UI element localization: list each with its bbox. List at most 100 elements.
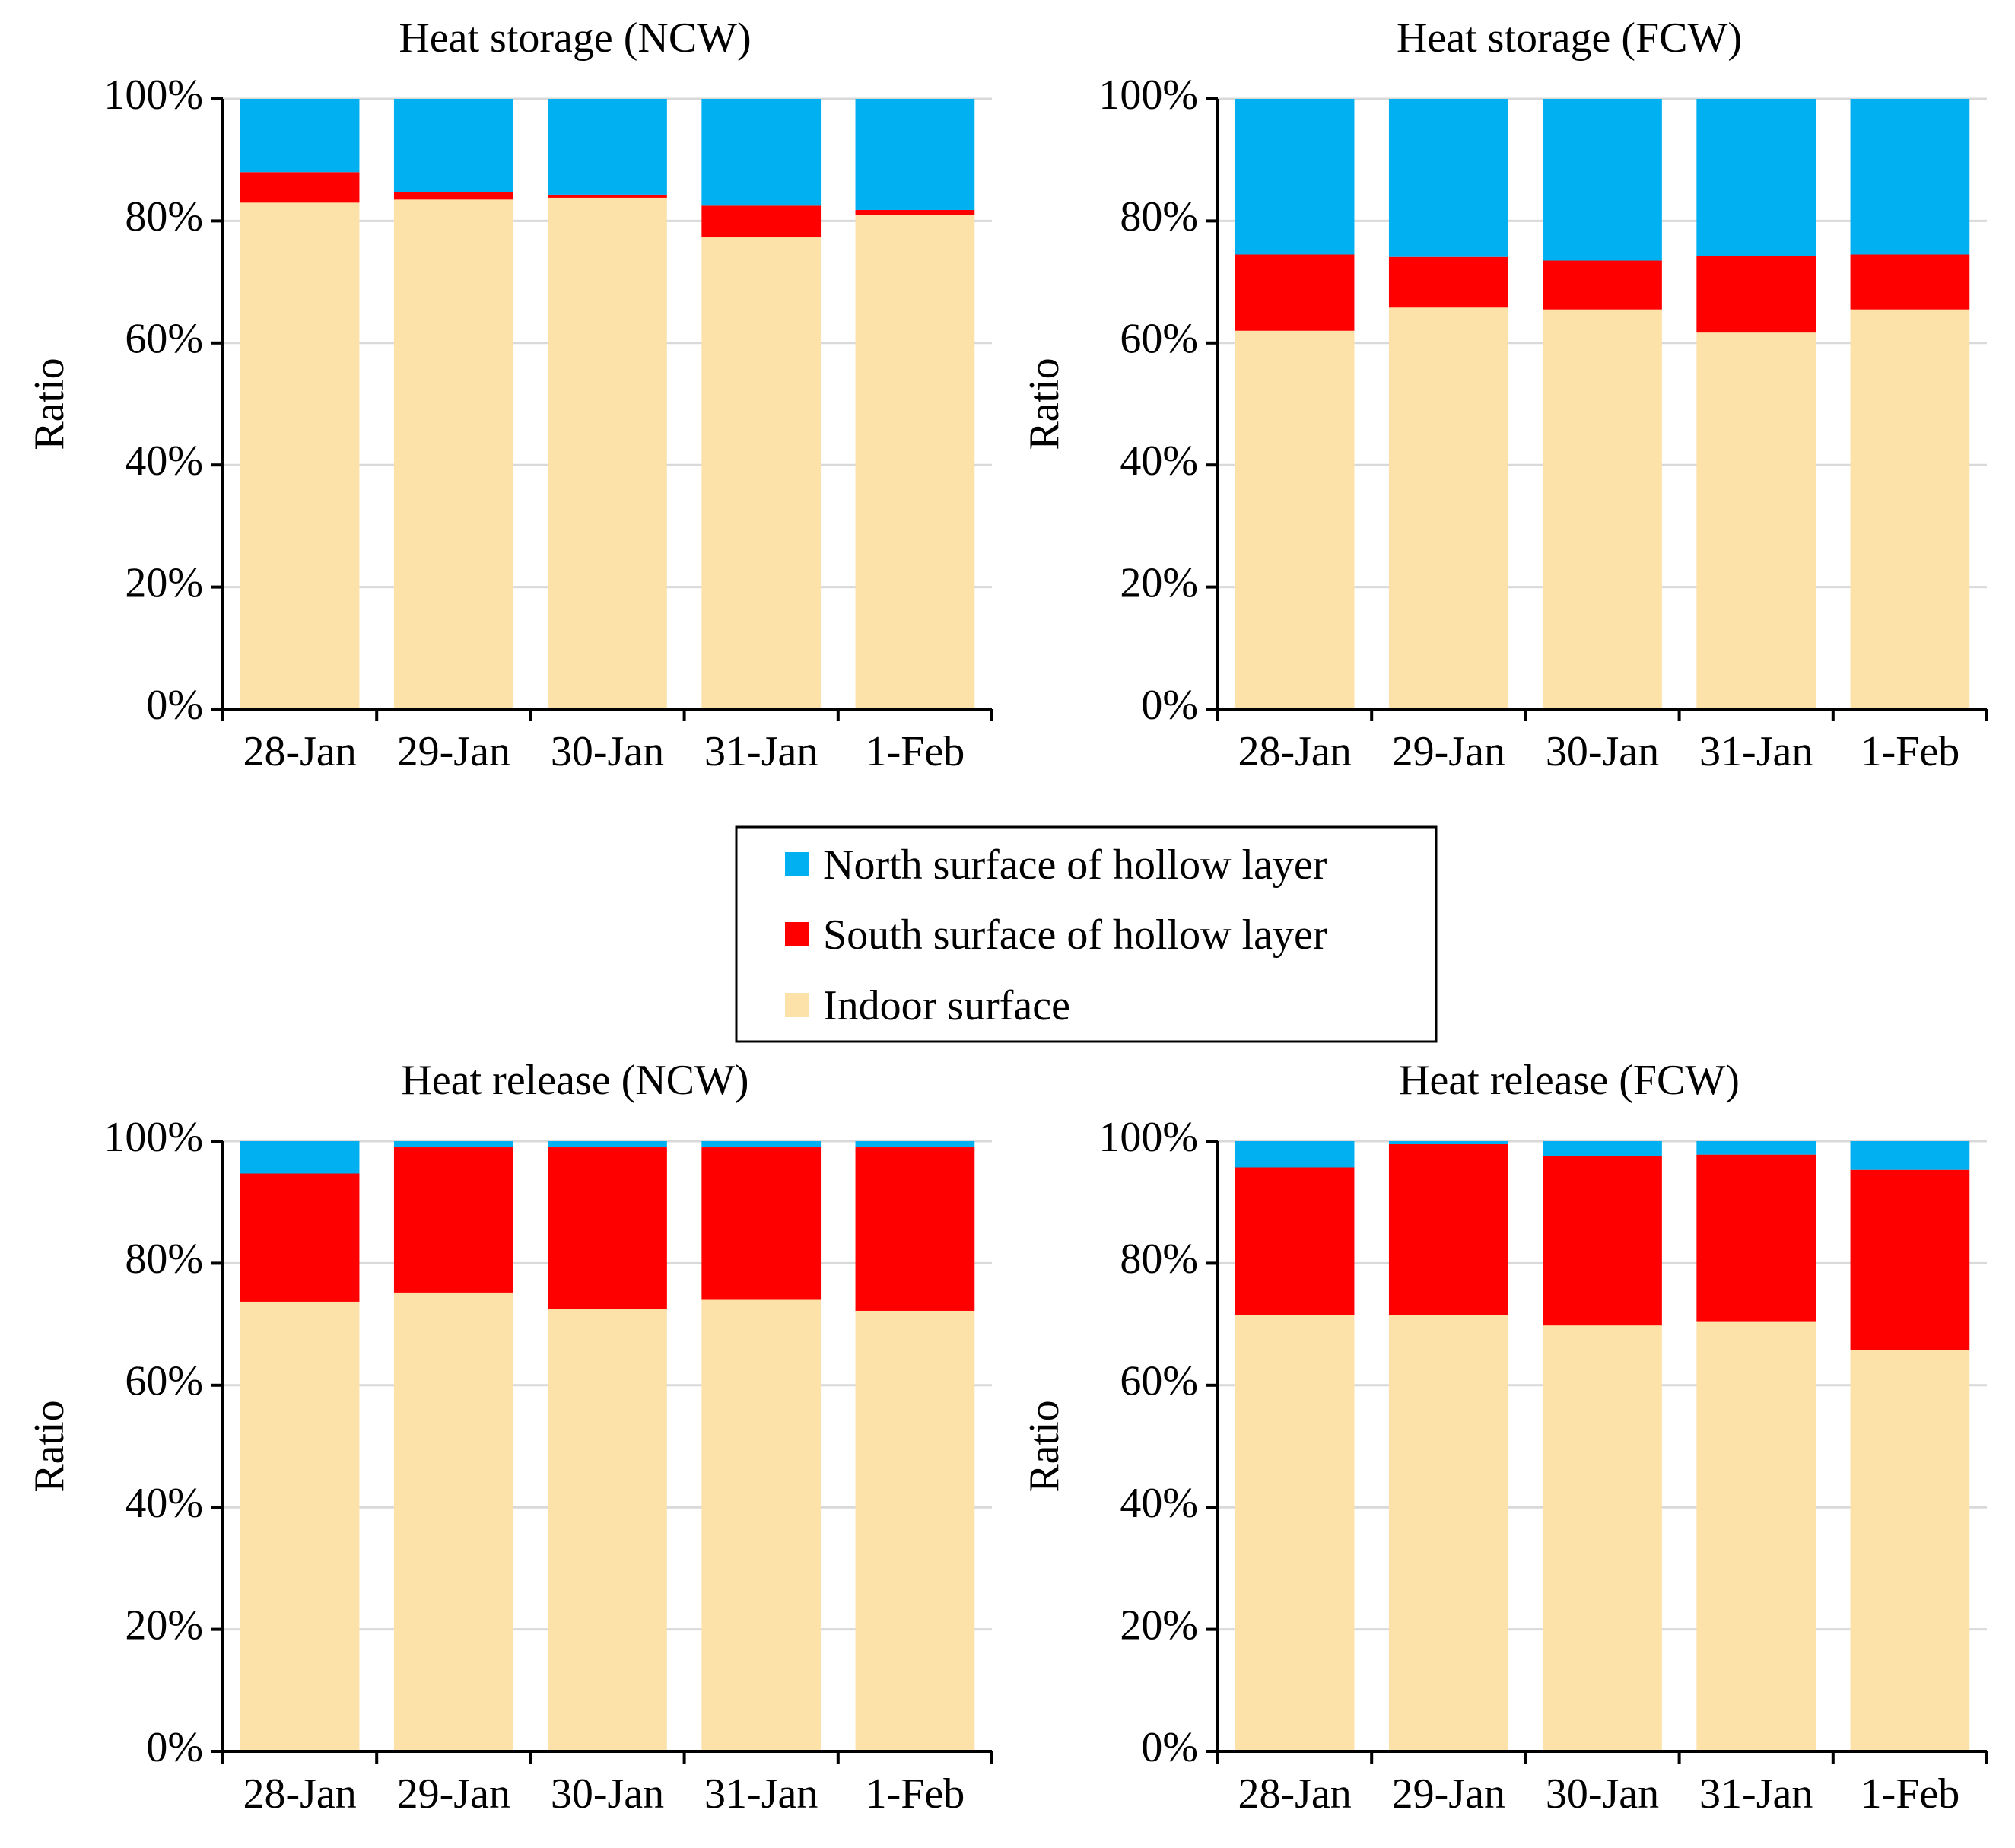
- y-tick-label: 100%: [103, 1114, 203, 1161]
- y-tick-label: 100%: [103, 72, 203, 119]
- bar-indoor: [1388, 1315, 1508, 1751]
- axes: [1206, 97, 1988, 721]
- x-tick-label: 31-Jan: [704, 728, 818, 775]
- chart-title: Heat release (FCW): [1399, 1057, 1740, 1104]
- x-tick-label: 28-Jan: [1238, 1770, 1351, 1818]
- x-tick-label: 28-Jan: [1238, 728, 1351, 775]
- bar-south: [1235, 1167, 1355, 1315]
- x-tick-label: 1-Feb: [866, 728, 965, 775]
- bar-north: [393, 1141, 513, 1148]
- x-tick-label: 29-Jan: [1392, 728, 1505, 775]
- y-tick-label: 0%: [146, 1724, 203, 1771]
- bar-indoor: [393, 199, 513, 710]
- bar-south: [1696, 256, 1816, 333]
- legend-label-indoor: Indoor surface: [823, 982, 1070, 1029]
- y-tick-label: 80%: [125, 193, 203, 240]
- x-tick-label: 30-Jan: [1546, 728, 1659, 775]
- bar-south: [855, 1147, 975, 1311]
- chart-title: Heat storage (NCW): [399, 14, 751, 62]
- bar-indoor: [1543, 1325, 1662, 1751]
- bar-south: [1543, 260, 1662, 310]
- bar-indoor: [1850, 1350, 1970, 1751]
- bar-north: [1388, 99, 1508, 257]
- legend: North surface of hollow layer South surf…: [735, 825, 1438, 1043]
- bar-north: [1235, 99, 1355, 255]
- legend-label-north: North surface of hollow layer: [823, 841, 1327, 889]
- bar-north: [1850, 1141, 1970, 1170]
- y-tick-label: 80%: [1120, 1236, 1198, 1283]
- bars: [1235, 1141, 1970, 1751]
- legend-box: [735, 825, 1438, 1043]
- bar-indoor: [1696, 332, 1816, 709]
- y-tick-label: 40%: [125, 1480, 203, 1527]
- x-tick-label: 30-Jan: [551, 728, 664, 775]
- x-tick-label: 28-Jan: [243, 1770, 356, 1818]
- y-tick-label: 0%: [1141, 682, 1198, 729]
- y-tick-label: 40%: [1120, 437, 1198, 485]
- bar-south: [1850, 254, 1970, 310]
- bar-indoor: [393, 1292, 513, 1751]
- bar-indoor: [1388, 307, 1508, 709]
- bar-indoor: [1850, 309, 1970, 709]
- bar-indoor: [548, 197, 667, 709]
- bar-north: [701, 1141, 822, 1148]
- chart-title: Heat release (NCW): [401, 1057, 748, 1104]
- bar-south: [1696, 1154, 1816, 1322]
- bar-south: [548, 1147, 667, 1309]
- bar-north: [1696, 1141, 1816, 1155]
- bar-south: [240, 172, 360, 203]
- chart-heat-release-ncw: Heat release (NCW) Ratio 0% 20% 40% 60% 80% 1…: [26, 1057, 993, 1818]
- y-axis-label: Ratio: [26, 1400, 73, 1492]
- x-tick-label: 1-Feb: [866, 1770, 965, 1818]
- y-tick-label: 0%: [1141, 1724, 1198, 1771]
- y-tick-label: 40%: [1120, 1480, 1198, 1527]
- bar-north: [855, 1141, 975, 1148]
- bar-south: [240, 1173, 360, 1302]
- bar-south: [1235, 254, 1355, 331]
- y-tick-label: 40%: [125, 437, 203, 485]
- bar-indoor: [1696, 1321, 1816, 1751]
- bar-north: [1850, 99, 1970, 255]
- y-tick-label: 80%: [125, 1236, 203, 1283]
- tick-labels: 0% 20% 40% 60% 80% 100% 28-Jan 29-Jan 30-Jan 31-J…: [103, 1114, 965, 1818]
- bar-south: [393, 192, 513, 200]
- chart-heat-storage-ncw: Heat storage (NCW) Ratio 0% 20% 40% 60% 80% 1…: [26, 14, 993, 775]
- axes: [211, 97, 993, 721]
- x-tick-label: 1-Feb: [1861, 1770, 1960, 1818]
- x-tick-label: 1-Feb: [1861, 728, 1960, 775]
- y-tick-label: 0%: [146, 682, 203, 729]
- y-tick-label: 100%: [1098, 72, 1198, 119]
- bar-indoor: [240, 1301, 360, 1751]
- bar-south: [548, 194, 667, 198]
- x-tick-label: 29-Jan: [1392, 1770, 1505, 1818]
- bars: [240, 1141, 975, 1751]
- y-tick-label: 20%: [1120, 559, 1198, 606]
- bar-north: [1543, 99, 1662, 261]
- bar-indoor: [855, 215, 975, 709]
- bar-north: [1388, 1141, 1508, 1145]
- tick-labels: 0% 20% 40% 60% 80% 100% 28-Jan 29-Jan 30-Jan 31-J…: [103, 72, 965, 775]
- y-tick-label: 60%: [125, 1358, 203, 1405]
- x-tick-label: 30-Jan: [551, 1770, 664, 1818]
- bar-south: [1850, 1169, 1970, 1350]
- x-tick-label: 29-Jan: [397, 728, 510, 775]
- bar-indoor: [1543, 309, 1662, 709]
- legend-swatch-indoor: [785, 993, 809, 1017]
- chart-heat-release-fcw: Heat release (FCW) Ratio 0% 20% 40% 60% 80% 1…: [1021, 1057, 1988, 1818]
- y-tick-label: 60%: [125, 316, 203, 363]
- x-tick-label: 30-Jan: [1546, 1770, 1659, 1818]
- bars: [240, 99, 975, 710]
- bar-indoor: [240, 202, 360, 710]
- bar-south: [1388, 256, 1508, 308]
- y-tick-label: 100%: [1098, 1114, 1198, 1161]
- legend-swatch-north: [785, 852, 809, 876]
- y-tick-label: 60%: [1120, 316, 1198, 363]
- chart-title: Heat storage (FCW): [1397, 14, 1742, 62]
- y-tick-label: 20%: [125, 1601, 203, 1649]
- bars: [1235, 99, 1970, 709]
- y-tick-label: 20%: [125, 559, 203, 606]
- x-tick-label: 31-Jan: [1699, 728, 1813, 775]
- bar-north: [240, 99, 360, 173]
- tick-labels: 0% 20% 40% 60% 80% 100% 28-Jan 29-Jan 30-Jan 31-J…: [1098, 72, 1959, 775]
